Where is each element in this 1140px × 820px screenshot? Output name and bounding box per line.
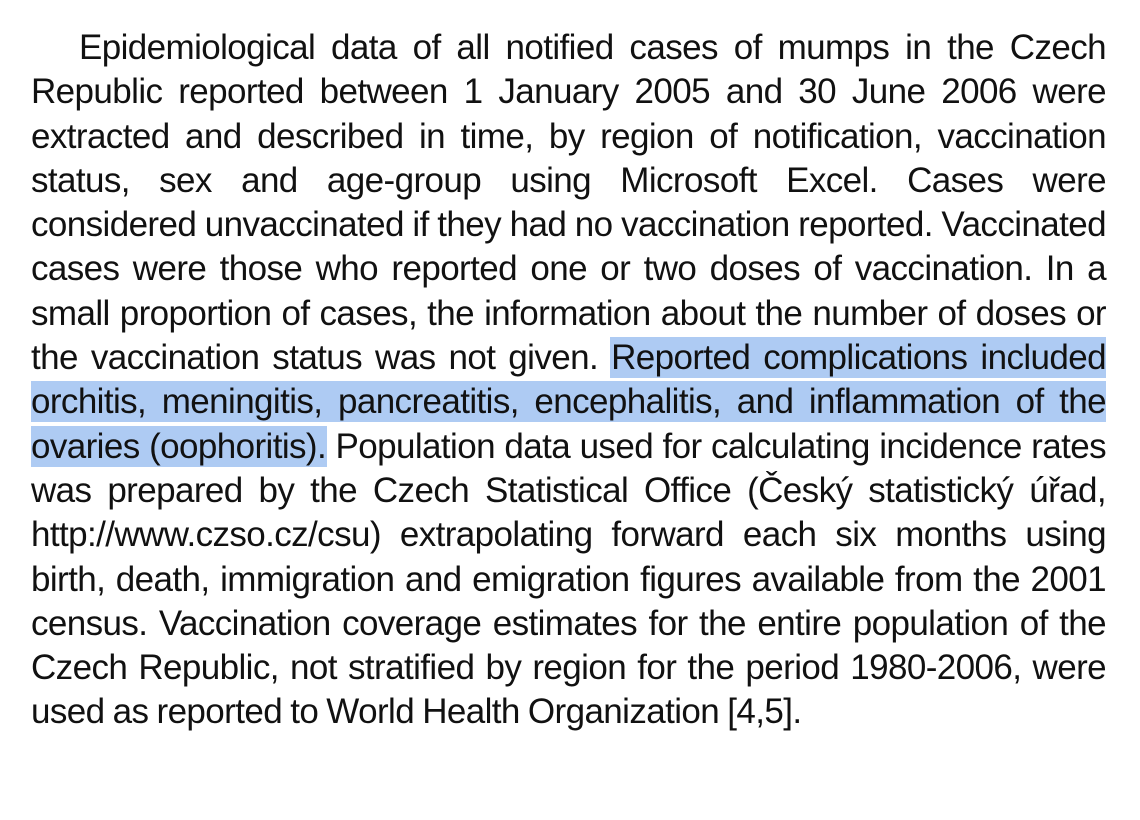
paragraph-text-before-selection: Epidemiological data of all notified cas… xyxy=(31,28,1107,378)
paragraph-text-after-selection: Population data used for calculating inc… xyxy=(31,426,1107,732)
body-paragraph: Epidemiological data of all notified cas… xyxy=(31,26,1107,735)
document-page: Epidemiological data of all notified cas… xyxy=(31,26,1107,735)
